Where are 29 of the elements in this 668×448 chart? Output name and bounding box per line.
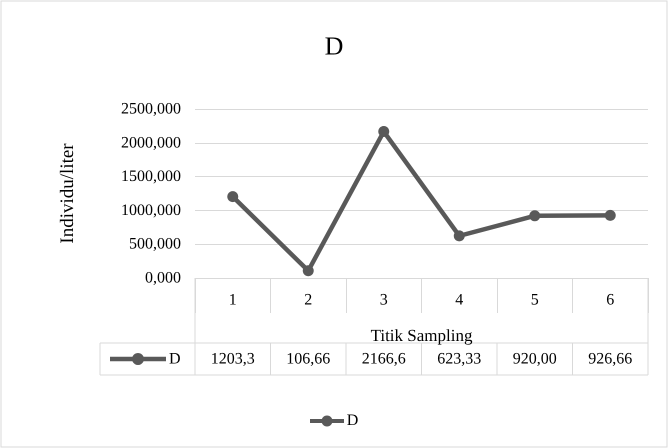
x-tick-label: 4 — [455, 292, 464, 308]
data-label: 1203,3 — [210, 350, 255, 368]
point — [302, 265, 314, 276]
y-tick-label: 1000,000 — [121, 202, 181, 219]
data-label: 106,66 — [286, 350, 330, 368]
x-tick-label: 1 — [228, 292, 237, 308]
y-tick-label: 1500,000 — [121, 168, 181, 186]
point — [529, 210, 540, 222]
data-label: 2166,6 — [362, 350, 406, 368]
point — [227, 191, 238, 202]
point — [604, 210, 616, 221]
y-tick-label: 500,000 — [129, 236, 181, 253]
y-tick-label: 2500,000 — [121, 100, 181, 118]
x-tick-label: 6 — [606, 292, 614, 308]
x-tick-label: 2 — [304, 292, 312, 308]
data-label: 920,00 — [512, 350, 557, 368]
data-label: 623,33 — [437, 350, 482, 368]
y-tick-label: 2000,000 — [121, 134, 181, 152]
text: D — [346, 412, 358, 429]
y-tick-label: 0,000 — [145, 270, 181, 286]
y-axis-title: Individu/liter — [57, 142, 78, 244]
point — [454, 230, 465, 242]
x-tick-label: 3 — [380, 292, 388, 308]
x-axis-title: Titik Sampling — [370, 326, 473, 345]
legend-label: D — [169, 350, 181, 368]
data-label: 926,66 — [588, 350, 632, 368]
x-tick-label: 5 — [530, 292, 539, 308]
point — [378, 126, 390, 138]
chart-title: D — [324, 32, 344, 60]
